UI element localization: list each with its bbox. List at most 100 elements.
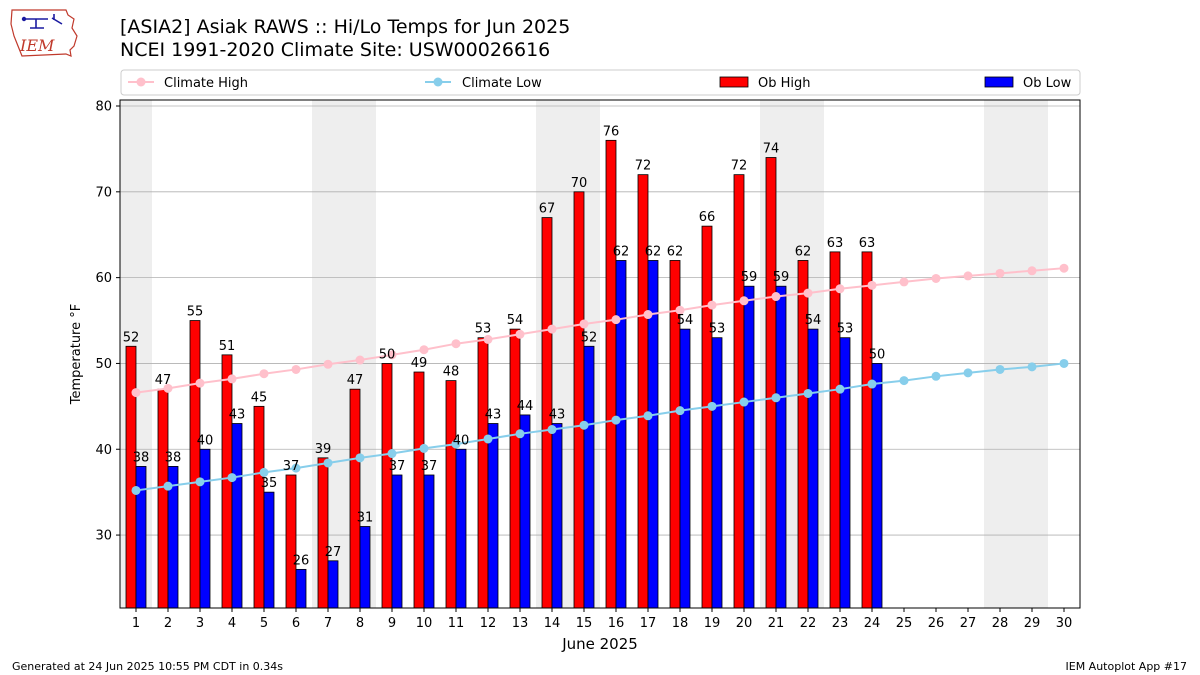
climate-high-point-7 — [323, 359, 333, 369]
climate-high-point-6 — [291, 364, 301, 374]
ob-high-label-2: 47 — [155, 373, 172, 388]
ob-low-label-24: 50 — [869, 347, 886, 362]
climate-high-point-8 — [355, 355, 365, 365]
climate-high-point-20 — [739, 296, 749, 306]
climate-high-point-9 — [387, 350, 397, 360]
climate-high-point-2 — [163, 383, 173, 393]
climate-low-point-12 — [483, 434, 493, 444]
ob-high-bar-16 — [605, 139, 617, 609]
climate-high-point-4 — [227, 374, 237, 384]
climate-high-point-3 — [195, 378, 205, 388]
climate-low-point-7 — [323, 458, 333, 468]
ob-low-label-20: 59 — [741, 270, 758, 285]
legend-label-climate-low: Climate Low — [462, 76, 542, 91]
ob-low-bar-7 — [327, 560, 339, 609]
climate-high-point-22 — [803, 288, 813, 298]
y-tick-label-80: 80 — [95, 100, 112, 115]
ob-high-bar-21 — [765, 157, 777, 609]
ob-low-bar-18 — [679, 328, 691, 609]
ob-high-bar-20 — [733, 174, 745, 609]
ob-low-bar-5 — [263, 491, 275, 609]
ob-high-bar-6 — [285, 474, 297, 609]
ob-high-label-22: 62 — [795, 244, 812, 259]
climate-low-point-28 — [995, 364, 1005, 374]
ob-low-label-17: 62 — [645, 244, 662, 259]
ob-high-bar-12 — [477, 337, 489, 609]
legend-item-climate-low: Climate Low — [425, 76, 542, 91]
ob-low-bar-8 — [359, 526, 371, 609]
legend-swatch-ob-low — [984, 76, 1014, 88]
ob-low-bar-11 — [455, 448, 467, 609]
y-tick-label-70: 70 — [95, 185, 112, 200]
x-tick-label-24: 24 — [864, 616, 881, 631]
ob-low-bar-22 — [807, 328, 819, 609]
x-tick-label-1: 1 — [132, 616, 140, 631]
climate-low-point-10 — [419, 443, 429, 453]
x-tick-label-21: 21 — [768, 616, 785, 631]
ob-high-bar-3 — [189, 320, 201, 609]
x-tick-label-19: 19 — [704, 616, 721, 631]
legend-item-ob-low: Ob Low — [984, 76, 1072, 91]
bars — [125, 139, 883, 609]
climate-low-point-5 — [259, 467, 269, 477]
ob-low-bar-9 — [391, 474, 403, 609]
climate-low-point-17 — [643, 411, 653, 421]
legend-swatch-ob-high — [719, 76, 749, 88]
ob-high-label-17: 72 — [635, 159, 652, 174]
climate-low-point-21 — [771, 393, 781, 403]
climate-high-point-13 — [515, 329, 525, 339]
grid-lines — [120, 105, 1080, 536]
legend-item-ob-high: Ob High — [719, 76, 811, 91]
app-credit: IEM Autoplot App #17 — [1065, 660, 1188, 673]
climate-low-point-26 — [931, 371, 941, 381]
ob-low-bar-24 — [871, 363, 883, 609]
climate-low-point-6 — [291, 463, 301, 473]
ob-low-label-18: 54 — [677, 313, 694, 328]
ob-low-bar-14 — [551, 423, 563, 609]
climate-low-point-13 — [515, 429, 525, 439]
ob-low-label-3: 40 — [197, 433, 214, 448]
ob-high-bar-2 — [157, 388, 169, 609]
weekend-band-29 — [1016, 100, 1048, 608]
x-tick-label-4: 4 — [228, 616, 236, 631]
ob-low-label-12: 43 — [485, 408, 502, 423]
ob-high-bar-17 — [637, 174, 649, 609]
climate-high-point-12 — [483, 334, 493, 344]
ob-low-bar-19 — [711, 337, 723, 609]
climate-low-point-14 — [547, 425, 557, 435]
climate-low-point-25 — [899, 376, 909, 386]
x-tick-label-22: 22 — [800, 616, 817, 631]
ob-low-bar-16 — [615, 260, 627, 609]
ob-high-label-8: 47 — [347, 373, 364, 388]
x-tick-label-6: 6 — [292, 616, 300, 631]
plot-frame — [119, 99, 1081, 609]
x-tick-label-28: 28 — [992, 616, 1009, 631]
x-tick-label-18: 18 — [672, 616, 689, 631]
weekend-band-28 — [984, 100, 1016, 608]
y-tick-label-50: 50 — [95, 357, 112, 372]
ob-low-label-5: 35 — [261, 476, 278, 491]
climate-high-point-26 — [931, 273, 941, 283]
ob-high-bar-9 — [381, 363, 393, 609]
ob-low-bar-3 — [199, 448, 211, 609]
ob-low-bar-23 — [839, 337, 851, 609]
x-tick-label-27: 27 — [960, 616, 977, 631]
ob-low-label-13: 44 — [517, 399, 534, 414]
climate-low-point-22 — [803, 388, 813, 398]
x-tick-label-16: 16 — [608, 616, 625, 631]
ob-low-label-15: 52 — [581, 330, 598, 345]
legend-label-ob-low: Ob Low — [1023, 76, 1072, 91]
legend-label-ob-high: Ob High — [758, 76, 811, 91]
logo-text: IEM — [19, 36, 55, 55]
iem-logo: IEM — [10, 9, 78, 57]
ob-low-bar-10 — [423, 474, 435, 609]
ob-low-label-14: 43 — [549, 408, 566, 423]
legend-marker-climate-low — [433, 77, 443, 87]
ob-low-label-7: 27 — [325, 545, 342, 560]
ob-low-label-10: 37 — [421, 459, 438, 474]
climate-high-point-5 — [259, 369, 269, 379]
ob-high-label-1: 52 — [123, 330, 140, 345]
climate-low-point-18 — [675, 406, 685, 416]
ob-high-label-15: 70 — [571, 176, 588, 191]
